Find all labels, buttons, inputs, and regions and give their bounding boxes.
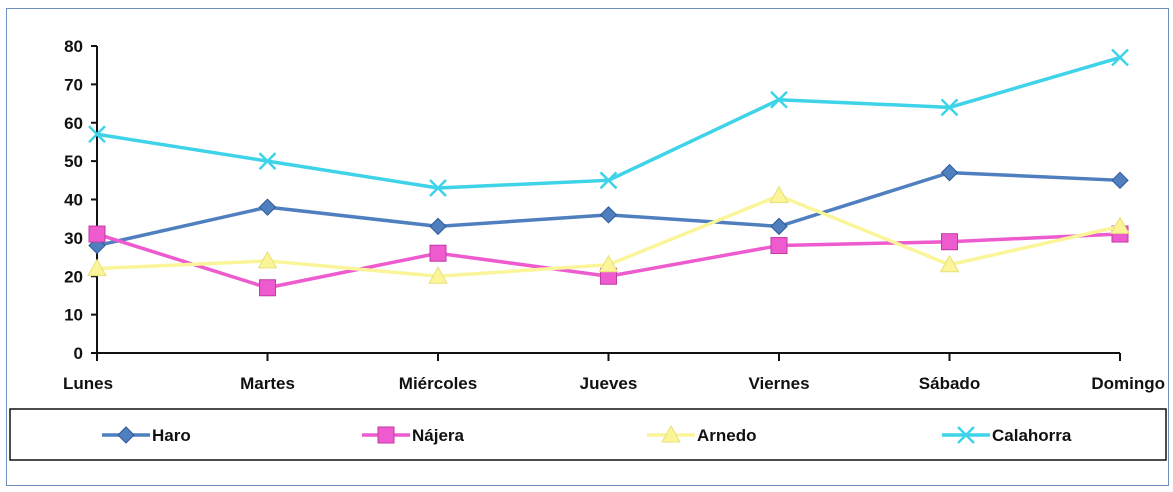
data-point: [429, 244, 447, 262]
series-haro: [88, 163, 1129, 255]
x-tick-label: Lunes: [63, 374, 113, 393]
data-point: [117, 426, 135, 444]
data-point: [941, 233, 958, 251]
series-nájera: [88, 225, 1129, 297]
data-point: [88, 125, 106, 144]
legend-label: Haro: [152, 426, 191, 445]
x-tick-label: Domingo: [1091, 374, 1165, 393]
data-point: [661, 424, 681, 443]
y-tick-label: 70: [64, 75, 83, 94]
data-point: [957, 426, 975, 444]
x-tick-label: Miércoles: [399, 374, 477, 393]
data-point: [770, 217, 788, 236]
series-line: [96, 55, 1121, 190]
data-point: [1111, 171, 1129, 190]
data-point: [258, 198, 277, 216]
y-tick-label: 20: [64, 267, 83, 286]
data-point: [940, 98, 959, 117]
y-tick-label: 40: [64, 191, 83, 210]
legend-item-nájera: Nájera: [362, 426, 465, 445]
data-point: [599, 206, 618, 224]
x-tick-label: Sábado: [919, 374, 980, 393]
series-calahorra: [88, 48, 1129, 197]
y-tick-label: 50: [64, 152, 83, 171]
series-arnedo: [87, 185, 1130, 284]
data-point: [259, 279, 276, 297]
x-tick-label: Martes: [240, 374, 295, 393]
data-point: [377, 426, 395, 444]
chart-frame: 0 10 20 30 40 50 60 70 80 Lunes Martes Miércoles Ju…: [6, 8, 1169, 486]
y-tick-label: 0: [74, 344, 83, 363]
data-point: [939, 254, 960, 273]
data-point: [598, 254, 619, 273]
data-point: [770, 90, 788, 109]
legend: Haro Nájera Arnedo Calahorra: [9, 408, 1167, 461]
data-point: [599, 171, 618, 190]
y-tick-label: 80: [64, 37, 83, 56]
data-point: [770, 237, 788, 255]
x-ticks: Lunes Martes Miércoles Jueves Viernes Sábado D…: [63, 353, 1165, 393]
data-point: [257, 250, 278, 269]
legend-label: Nájera: [412, 426, 465, 445]
data-point: [258, 152, 277, 171]
axes: [96, 46, 1120, 354]
data-point: [87, 258, 107, 277]
y-ticks: 0 10 20 30 40 50 60 70 80: [64, 37, 97, 363]
data-point: [769, 185, 789, 204]
line-chart: 0 10 20 30 40 50 60 70 80 Lunes Martes Miércoles Ju…: [9, 37, 1167, 461]
data-point: [1111, 48, 1129, 67]
y-tick-label: 10: [64, 306, 83, 325]
data-point: [940, 163, 959, 182]
legend-item-haro: Haro: [102, 426, 191, 445]
y-tick-label: 60: [64, 114, 83, 133]
data-point: [429, 217, 447, 236]
legend-label: Arnedo: [697, 426, 757, 445]
legend-item-arnedo: Arnedo: [647, 424, 757, 445]
x-tick-label: Viernes: [748, 374, 809, 393]
data-point: [1110, 216, 1130, 234]
y-tick-label: 30: [64, 229, 83, 248]
legend-label: Calahorra: [992, 426, 1072, 445]
legend-item-calahorra: Calahorra: [942, 426, 1072, 445]
data-point: [429, 179, 447, 197]
data-point: [428, 266, 448, 284]
series-layer: [87, 48, 1130, 297]
x-tick-label: Jueves: [580, 374, 638, 393]
data-point: [88, 225, 106, 243]
